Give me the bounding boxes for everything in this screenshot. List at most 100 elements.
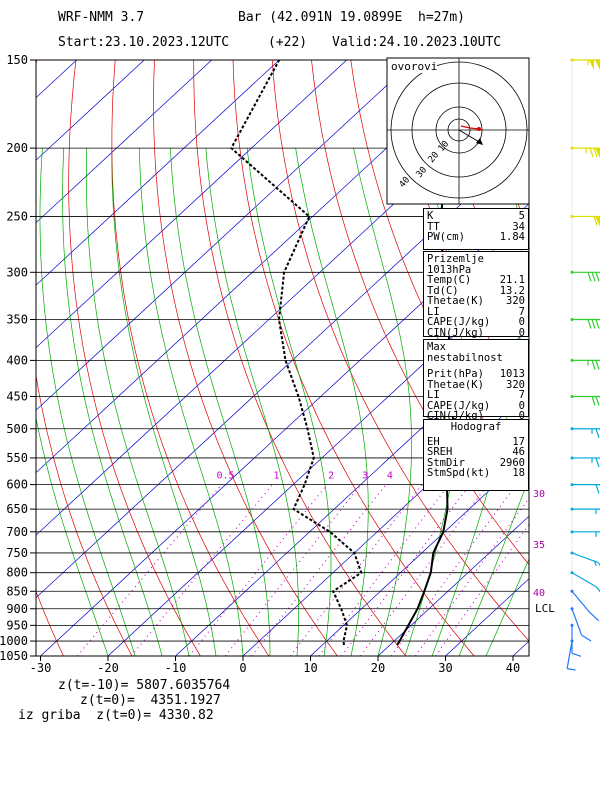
max-instability-label: CAPE(J/kg): [427, 399, 491, 412]
temperature-tick-label: 20: [371, 661, 385, 675]
moist-adiabat-line: [205, 148, 299, 656]
wind-barb: [570, 318, 600, 329]
wind-barb-pennant: [589, 60, 594, 70]
max-instability-table: Max nestabilnost Prit(hPa) 1013 Thetae(K) 3…: [423, 339, 529, 421]
wind-barb: [570, 146, 600, 159]
index-value: 1.84: [499, 231, 525, 243]
wind-barb: [570, 607, 592, 642]
wind-barb-feather: [591, 360, 596, 370]
moist-adiabat-line: [36, 416, 109, 656]
isotherm-line: [40, 203, 529, 656]
wind-barb-base: [570, 507, 574, 511]
wind-barb-feather: [595, 319, 600, 329]
mixing-ratio-line: [251, 484, 387, 656]
surface-label: Thetae(K): [427, 295, 484, 307]
hodograph-stat-row: EH 17: [427, 435, 525, 448]
moist-adiabat-line: [485, 558, 529, 656]
isotherm-line: [310, 453, 529, 656]
wind-barb: [566, 639, 576, 671]
surface-label: Td(C): [427, 284, 459, 297]
mixing-ratio-line: [188, 484, 328, 656]
moist-adiabat-line: [138, 148, 244, 656]
wind-barb-base: [570, 483, 574, 487]
wind-barb: [570, 530, 600, 537]
wind-barb-base: [570, 551, 574, 555]
footer-height-t-minus10: z(t=-10)= 5807.6035764: [58, 678, 231, 693]
wind-barb-shaft: [571, 608, 583, 636]
surface-table: Prizemlje 1013hPa Temp(C) 21.1 Td(C) 13.2 Th…: [423, 251, 529, 338]
moist-adiabat-line: [62, 148, 163, 656]
wind-barb-base: [570, 270, 574, 274]
hodograph-stat-value: 46: [512, 446, 525, 458]
wind-barb: [570, 551, 600, 567]
wind-barb-feather: [595, 272, 600, 282]
isotherm-line: [242, 390, 529, 656]
index-value: 34: [512, 220, 525, 233]
wind-side-label: 30: [533, 489, 545, 500]
forecast-lead: (+22): [268, 35, 308, 50]
wind-barb-base: [570, 530, 574, 534]
hodograph-stat-label: EH: [427, 435, 440, 448]
mixing-ratio-line: [76, 484, 222, 656]
wind-barb: [570, 270, 600, 282]
index-row: TT 34: [427, 220, 525, 233]
surface-label: CAPE(J/kg): [427, 316, 491, 328]
wind-barb-pennant: [595, 148, 600, 159]
pressure-tick-label: 500: [6, 422, 28, 436]
station-info: Bar (42.091N 19.0899E h=27m): [238, 10, 465, 25]
moist-adiabat-line: [246, 148, 332, 656]
dry-adiabat-line: [111, 60, 270, 656]
valid-date: Valid:24.10.2023.: [332, 35, 466, 50]
mixing-ratio-label: 2: [328, 471, 334, 482]
wind-barb-base: [570, 394, 574, 398]
surface-title: Prizemlje 1013hPa: [427, 253, 484, 276]
isotherm-line: [36, 60, 145, 161]
isotherm-line: [36, 60, 415, 411]
pressure-tick-label: 150: [6, 53, 28, 67]
mixing-ratio-line: [435, 523, 529, 656]
mixing-ratio-line: [414, 497, 529, 656]
pressure-tick-label: 800: [6, 566, 28, 580]
wind-barbs: 30 35 40: [533, 58, 600, 671]
max-instability-value: 0: [518, 410, 525, 422]
dry-adiabat-line: [547, 60, 600, 656]
index-value: 5: [518, 210, 525, 222]
moist-adiabat-line: [39, 148, 136, 656]
pressure-tick-label: 300: [6, 265, 28, 279]
hodograph-stat-value: 17: [512, 435, 525, 448]
wind-barb: [570, 58, 600, 70]
isotherm-line: [36, 60, 280, 286]
max-instability-value: 7: [518, 389, 525, 401]
wind-barb-feather: [591, 319, 596, 329]
wind-barb-base: [570, 427, 574, 431]
pressure-tick-label: 650: [6, 502, 28, 516]
start-date: Start:23.10.2023.: [58, 35, 192, 50]
plot-frame: [35, 59, 530, 657]
mixing-ratio-label: 0.5: [216, 471, 234, 482]
moist-adiabat-line: [353, 148, 412, 656]
pressure-tick-label: 900: [6, 602, 28, 616]
hodograph-stat-label: StmDir: [427, 456, 465, 469]
wind-barb-feather: [595, 396, 600, 406]
max-instability-label: LI: [427, 389, 440, 401]
isotherm-line: [36, 60, 347, 349]
max-instability-row: LI 7: [427, 390, 525, 401]
model-name: WRF-NMM 3.7: [58, 10, 145, 25]
wind-barb-feather: [595, 457, 600, 468]
indices-table: K 5 TT 34 PW(cm) 1.84: [423, 208, 529, 250]
mixing-ratio-line: [360, 484, 489, 656]
pressure-tick-label: 600: [6, 478, 28, 492]
hodograph-stat-row: StmDir 2960: [427, 456, 525, 469]
mixing-ratio-line: [130, 484, 273, 656]
axis-tick-labels: 1502002503003504004505005506006507007508…: [0, 53, 520, 675]
wind-side-label: 35: [533, 540, 545, 551]
wind-barb: [570, 623, 582, 657]
moist-adiabat-line: [111, 148, 217, 656]
wind-barb-feather: [589, 147, 594, 158]
wind-barb-feather: [597, 562, 600, 567]
surface-value: 320: [506, 295, 525, 307]
pressure-tick-label: 400: [6, 353, 28, 367]
temperature-tick-label: -30: [30, 661, 52, 675]
